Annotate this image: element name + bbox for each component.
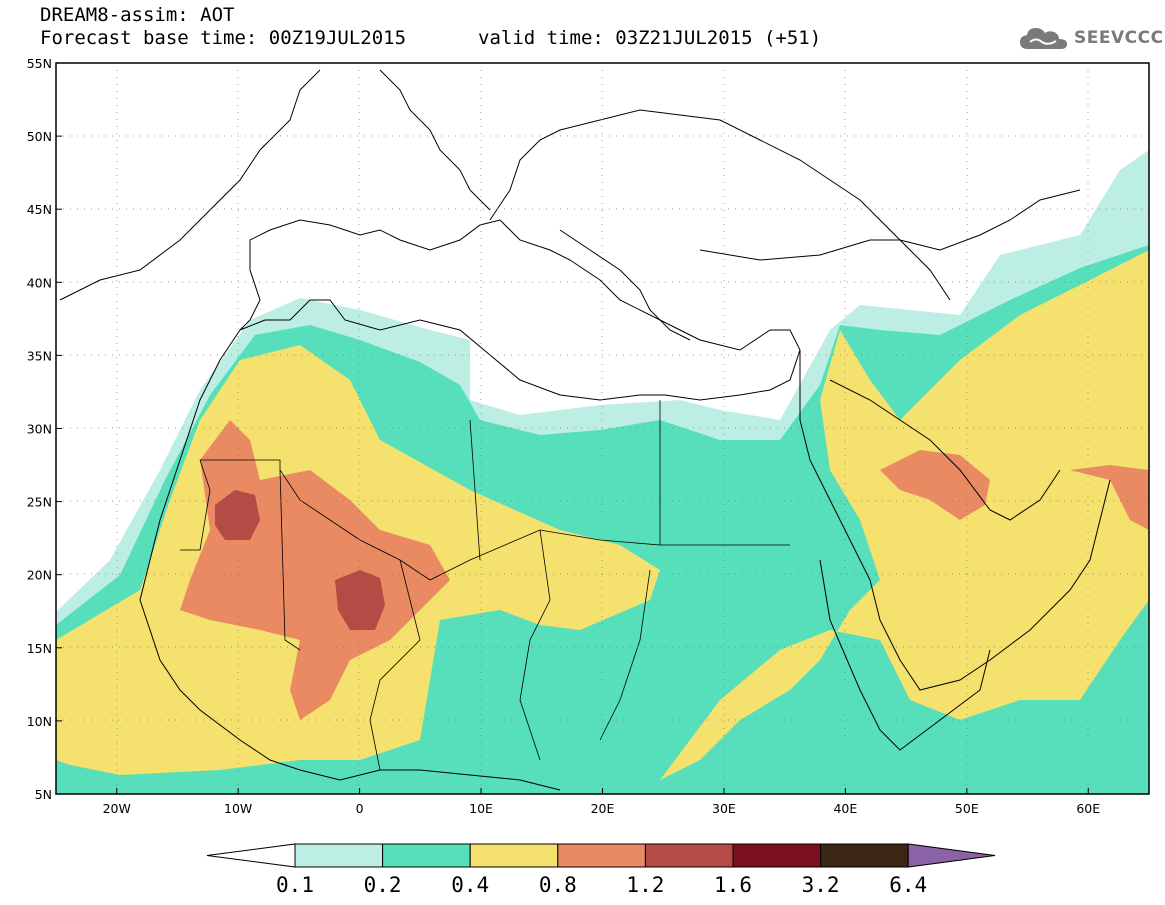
colorbar-bin: [644, 843, 734, 868]
lon-tick-label: 0: [356, 801, 364, 816]
map-header: DREAM8-assim: AOT Forecast base time: 00…: [40, 4, 821, 50]
lon-tick-label: 20E: [591, 801, 615, 816]
lat-tick-label: 5N: [35, 787, 52, 802]
lon-tick-label: 40E: [833, 801, 857, 816]
colorbar-label: 3.2: [802, 873, 840, 897]
colorbar-bin: [732, 843, 822, 868]
lat-tick-label: 40N: [27, 275, 52, 290]
colorbar-low-triangle: [206, 843, 296, 868]
lat-tick-label: 50N: [27, 129, 52, 144]
lon-tick-label: 30E: [712, 801, 736, 816]
colorbar-label: 1.6: [714, 873, 752, 897]
lat-tick-label: 45N: [27, 202, 52, 217]
colorbar-bin: [820, 843, 909, 868]
map-title: DREAM8-assim: AOT: [40, 4, 235, 26]
coastlines: [59, 69, 1111, 791]
lat-tick-label: 25N: [27, 495, 52, 510]
lon-axis: 20W 10W 0 10E 20E 30E 40E 50E 60E: [103, 788, 1100, 816]
cloud-icon: [1020, 28, 1067, 49]
lon-tick-label: 20W: [103, 801, 131, 816]
lat-tick-label: 30N: [27, 422, 52, 437]
lat-axis: 55N 50N 45N 40N 35N 30N 25N 20N 15N 10N 5N: [27, 56, 62, 802]
lon-tick-label: 10W: [224, 801, 252, 816]
logo-text: SEEVCCC: [1074, 28, 1164, 48]
lat-tick-label: 10N: [27, 714, 52, 729]
colorbar-high-triangle: [907, 843, 996, 868]
lat-tick-label: 55N: [27, 56, 52, 71]
grid-lines: [56, 63, 1149, 794]
colorbar-bin: [469, 843, 559, 868]
colorbar-label: 0.1: [276, 873, 314, 897]
colorbar-label: 0.2: [364, 873, 402, 897]
colorbar-label: 0.4: [451, 873, 489, 897]
colorbar-label: 1.2: [626, 873, 664, 897]
lon-tick-label: 10E: [469, 801, 493, 816]
colorbar-bin: [382, 843, 471, 868]
forecast-base-time: Forecast base time: 00Z19JUL2015: [40, 27, 407, 49]
colorbar-label: 6.4: [889, 873, 927, 897]
colorbar-label: 0.8: [539, 873, 577, 897]
lat-tick-label: 15N: [27, 641, 52, 656]
valid-time: valid time: 03Z21JUL2015 (+51): [478, 27, 822, 49]
lon-tick-label: 60E: [1076, 801, 1100, 816]
seevccc-logo: SEEVCCC: [1018, 25, 1164, 51]
lat-tick-label: 20N: [27, 568, 52, 583]
colorbar-bin: [294, 843, 384, 868]
borders: [180, 400, 790, 771]
lon-tick-label: 50E: [955, 801, 979, 816]
lat-tick-label: 35N: [27, 348, 52, 363]
colorbar-bin: [557, 843, 646, 868]
